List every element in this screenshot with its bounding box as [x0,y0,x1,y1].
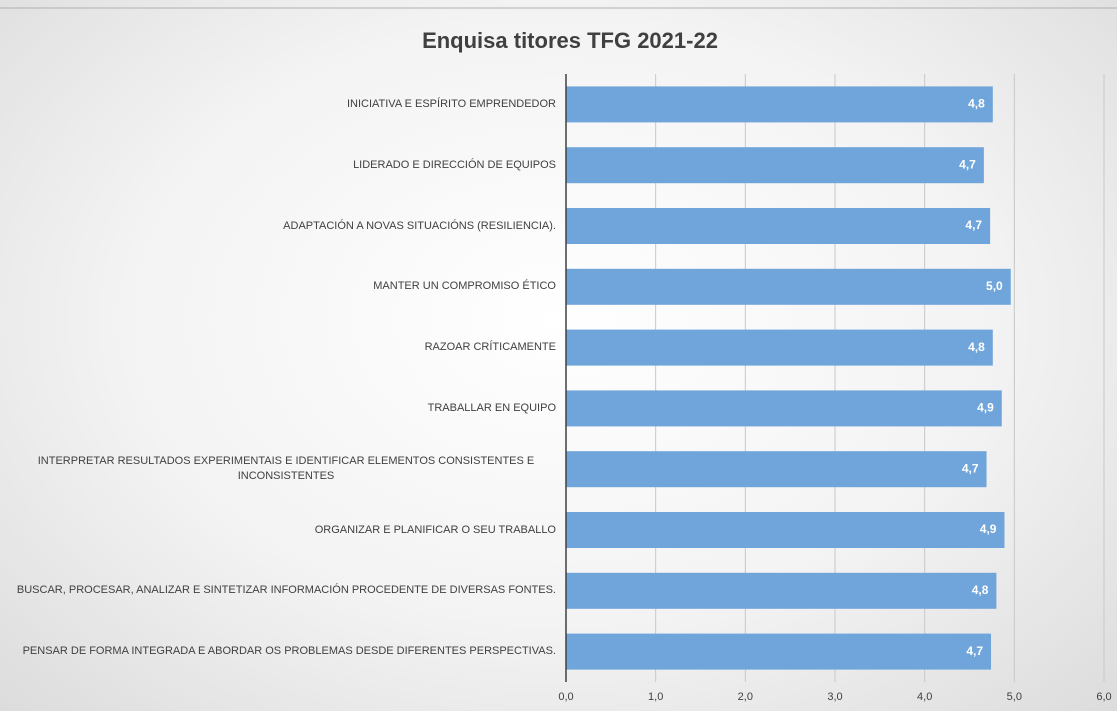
bar [566,512,1005,548]
y-tick-label: PENSAR DE FORMA INTEGRADA E ABORDAR OS P… [22,645,556,658]
category-label-box: ADAPTACIÓN A NOVAS SITUACIÓNS (RESILIENC… [283,206,556,246]
category-label-box: RAZOAR CRÍTICAMENTE [425,328,556,368]
x-tick-label: 5,0 [1007,691,1022,703]
category-label-box: BUSCAR, PROCESAR, ANALIZAR E SINTETIZAR … [17,571,556,611]
x-tick-label: 0,0 [558,691,573,703]
y-tick-label: ORGANIZAR E PLANIFICAR O SEU TRABALLO [314,523,556,536]
x-tick-label: 1,0 [648,691,663,703]
value-label: 4,7 [966,644,983,658]
value-label: 4,8 [972,583,989,597]
value-label: 4,9 [980,522,997,536]
value-label: 4,7 [962,461,979,475]
value-label: 4,9 [977,401,994,415]
value-label: 4,8 [968,97,985,111]
chart-title: Enquisa titores TFG 2021-22 [422,28,718,53]
value-label: 5,0 [986,279,1003,293]
value-label: 4,7 [959,157,976,171]
x-tick-label: 4,0 [917,691,932,703]
value-label: 4,8 [968,340,985,354]
bar [566,329,993,366]
y-tick-label: INICIATIVA E ESPÍRITO EMPRENDEDOR [346,97,556,110]
bar [566,268,1011,305]
bar [566,633,992,670]
value-label: 4,7 [965,218,982,232]
bar [566,86,993,123]
bar [566,572,997,609]
category-label-box: LIDERADO E DIRECCIÓN DE EQUIPOS [353,145,556,185]
y-tick-label: TRABALLAR EN EQUIPO [427,401,556,414]
category-label-box: INICIATIVA E ESPÍRITO EMPRENDEDOR [347,84,556,124]
category-label-box: PENSAR DE FORMA INTEGRADA E ABORDAR OS P… [23,632,556,672]
y-tick-label: ADAPTACIÓN A NOVAS SITUACIÓNS (RESILIENC… [283,219,556,232]
y-tick-label: RAZOAR CRÍTICAMENTE [424,341,556,354]
y-tick-label: LIDERADO E DIRECCIÓN DE EQUIPOS [353,158,556,171]
category-label-box: INTERPRETAR RESULTADOS EXPERIMENTAIS E I… [16,449,556,489]
category-label-box: MANTER UN COMPROMISO ÉTICO [373,267,556,307]
y-tick-label: INTERPRETAR RESULTADOS EXPERIMENTAIS E I… [37,455,535,483]
x-tick-label: 3,0 [827,691,842,703]
bar [566,390,1002,427]
bar [566,208,991,244]
category-label-box: ORGANIZAR E PLANIFICAR O SEU TRABALLO [315,510,556,550]
y-tick-label: MANTER UN COMPROMISO ÉTICO [373,280,556,293]
bar [566,451,987,488]
bar [566,147,984,184]
category-label-box: TRABALLAR EN EQUIPO [428,388,556,428]
x-tick-label: 6,0 [1096,691,1111,703]
x-tick-label: 2,0 [738,691,753,703]
y-tick-label: BUSCAR, PROCESAR, ANALIZAR E SINTETIZAR … [16,584,556,597]
